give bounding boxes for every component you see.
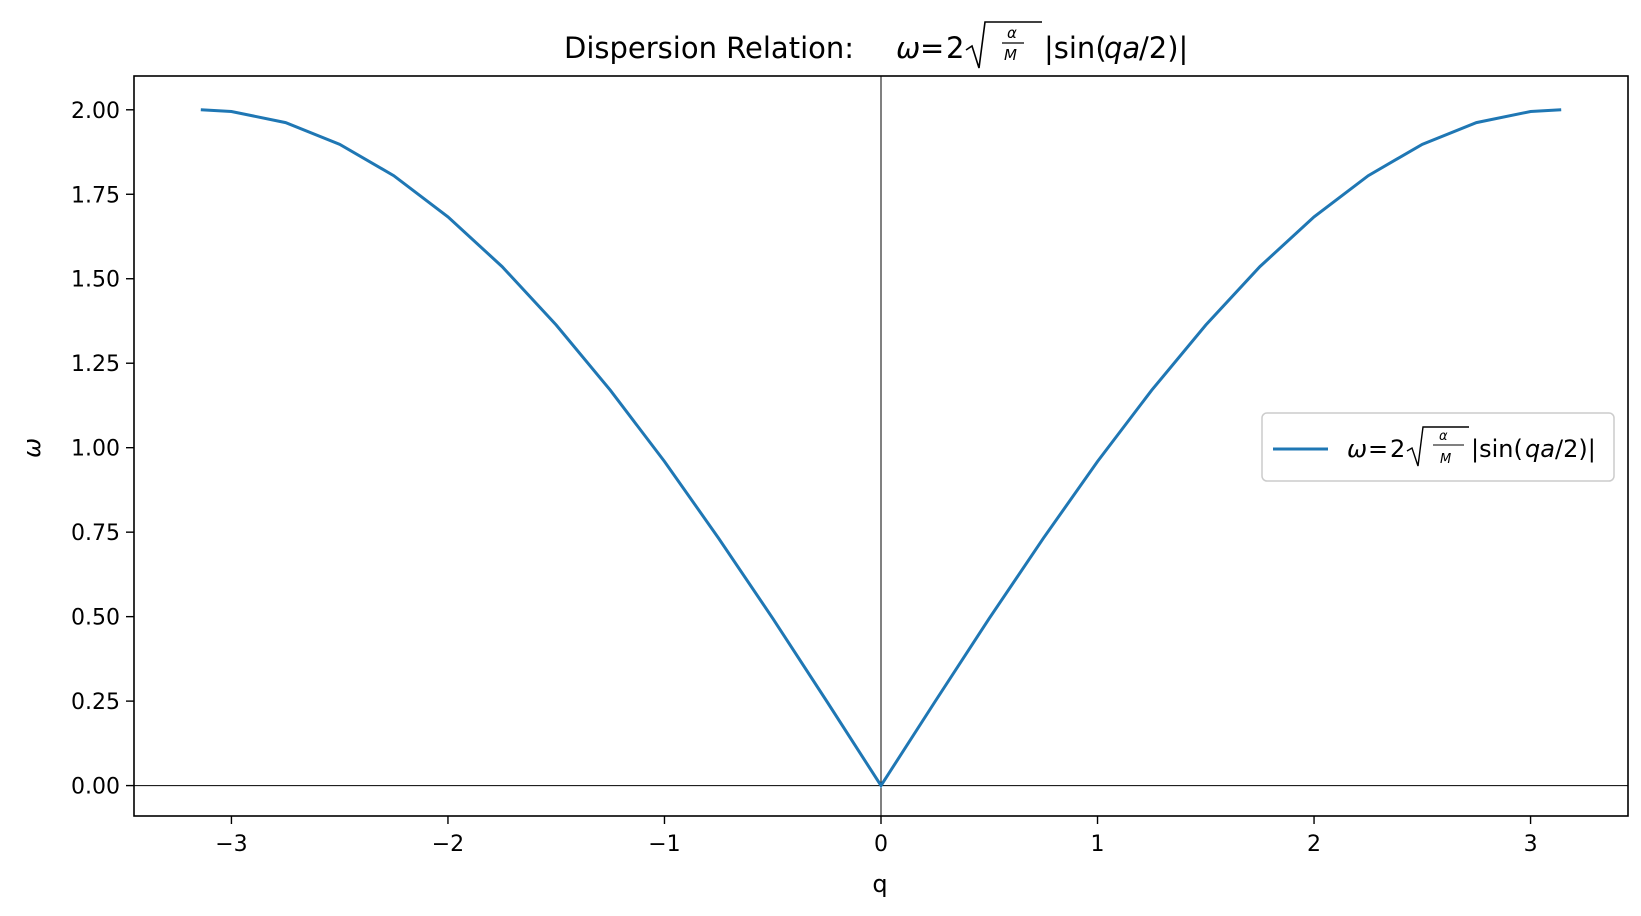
- svg-text:qa: qa: [1525, 435, 1555, 463]
- svg-text:=: =: [1368, 435, 1388, 463]
- svg-text:/2)|: /2)|: [1555, 435, 1596, 463]
- x-tick-label: 3: [1524, 832, 1538, 857]
- y-axis-label: ω: [18, 438, 46, 458]
- x-tick-label: −2: [432, 832, 464, 857]
- svg-text:=: =: [920, 31, 944, 65]
- x-tick-label: 2: [1307, 832, 1321, 857]
- x-axis-label: q: [872, 870, 887, 898]
- chart-title: Dispersion Relation: ω = 2 α M |sin( qa …: [564, 21, 1188, 69]
- svg-text:α: α: [1007, 24, 1017, 42]
- y-tick-label: 1.00: [71, 437, 120, 462]
- series-line-dispersion: [200, 108, 1562, 789]
- svg-text:ω: ω: [1347, 435, 1367, 463]
- x-tick-label: 0: [874, 832, 888, 857]
- x-axis-ticks: −3 −2 −1 0 1 2 3: [215, 816, 1538, 857]
- svg-text:|sin(: |sin(: [1044, 31, 1107, 65]
- svg-text:ω: ω: [896, 31, 920, 65]
- x-tick-label: 1: [1091, 832, 1105, 857]
- y-tick-label: 0.00: [71, 775, 120, 800]
- x-tick-label: −1: [648, 832, 680, 857]
- legend-label: ω = 2 α M |sin( qa /2)|: [1347, 426, 1596, 467]
- legend: ω = 2 α M |sin( qa /2)|: [1261, 412, 1615, 482]
- svg-text:2: 2: [1390, 435, 1405, 463]
- svg-text:|sin(: |sin(: [1471, 435, 1523, 463]
- y-tick-label: 0.75: [71, 521, 120, 546]
- legend-box: [1261, 412, 1615, 482]
- y-tick-label: 2.00: [71, 99, 120, 124]
- svg-text:M: M: [1440, 452, 1451, 467]
- svg-text:α: α: [1439, 429, 1448, 444]
- svg-text:M: M: [1004, 46, 1017, 64]
- svg-text:qa: qa: [1104, 31, 1140, 65]
- y-tick-label: 0.50: [71, 606, 120, 631]
- y-tick-label: 0.25: [71, 690, 120, 715]
- y-tick-label: 1.50: [71, 268, 120, 293]
- x-tick-label: −3: [215, 832, 247, 857]
- plot-area: −3 −2 −1 0 1 2 3 0.00 0.25 0.50 0.75 1.00 1.25 1.50 1…: [71, 75, 1629, 857]
- svg-text:2: 2: [946, 31, 964, 65]
- y-axis-ticks: 0.00 0.25 0.50 0.75 1.00 1.25 1.50 1.75 2.00: [71, 99, 134, 800]
- svg-text:Dispersion Relation:: Dispersion Relation:: [564, 31, 854, 65]
- y-tick-label: 1.75: [71, 183, 120, 208]
- y-tick-label: 1.25: [71, 352, 120, 377]
- svg-text:/2)|: /2)|: [1139, 31, 1188, 65]
